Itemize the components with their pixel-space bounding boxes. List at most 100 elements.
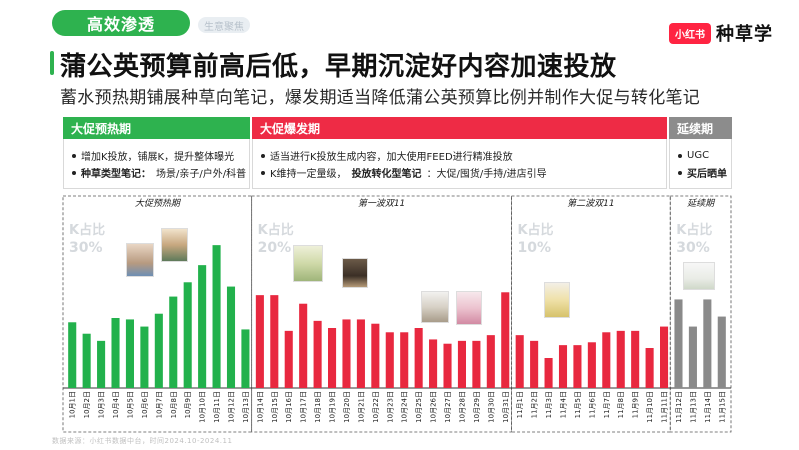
k-share-label: K占比 [517,222,553,238]
note-thumbnail [126,243,154,277]
bar [558,345,568,388]
x-tick-label: 11月13日 [689,391,697,423]
bar [631,330,640,388]
note-thumbnail [342,258,368,288]
x-tick-label: 10月4日 [112,391,120,418]
bar [299,303,308,388]
bar [616,330,625,388]
data-source-note: 数据来源：小红书数据中台，时间2024.10-2024.11 [52,437,233,445]
bar [544,358,553,388]
x-tick-label: 11月8日 [617,391,625,418]
note-thumbnail [161,228,188,262]
bar [111,318,120,388]
bullet: UGC [678,147,723,164]
bullet: 适当进行K投放生成内容，加大使用FEED进行精准投放 [261,147,658,164]
bullet: K维持一定量级， 投放转化型笔记 ：大促/囤货/手持/进店引导 [261,164,658,181]
x-tick-label: 10月14日 [256,391,264,423]
bar [717,316,726,388]
bullet: 增加K投放，铺展K，提升整体曝光 [72,147,241,164]
bar [486,335,495,388]
x-tick-label: 10月8日 [170,391,178,418]
tab-business-focus[interactable]: 生意聚焦 [198,17,250,33]
x-tick-label: 10月2日 [83,391,91,418]
xiaohongshu-logo: 小红书 [669,22,711,44]
k-share-value: 20% [258,240,292,256]
page-title: 蒲公英预算前高后低，早期沉淀好内容加速投放 [60,52,617,82]
bar [270,295,279,388]
bar [645,348,654,388]
bar [472,340,481,388]
segment-title: 延续期 [687,198,716,209]
x-tick-label: 10月22日 [372,391,380,423]
tab-efficient-penetration[interactable]: 高效渗透 [52,10,190,36]
x-tick-label: 10月9日 [184,391,192,418]
x-tick-label: 10月12日 [228,391,236,423]
x-tick-label: 10月1日 [69,391,77,418]
k-share-value: 30% [69,240,103,256]
x-tick-label: 10月31日 [502,391,510,423]
bar [198,265,207,388]
segment-title: 第二波双11 [567,198,614,209]
bar [400,332,409,388]
x-tick-label: 10月13日 [242,391,250,423]
segment-frame [669,195,732,433]
bar [342,319,351,388]
bar [660,326,669,388]
bar [97,340,106,388]
segment-frame [62,195,253,433]
bar [356,319,365,388]
x-tick-label: 10月30日 [487,391,495,423]
x-tick-label: 10月10日 [199,391,207,423]
x-tick-label: 10月26日 [430,391,438,423]
x-tick-label: 10月6日 [141,391,149,418]
x-tick-label: 11月1日 [516,391,524,418]
x-tick-label: 11月14日 [704,391,712,423]
bar [443,343,452,388]
phase-header-continuation: 延续期 [669,117,732,139]
x-tick-label: 10月19日 [329,391,337,423]
bar [154,313,163,388]
bar [68,322,77,388]
x-tick-label: 11月11日 [661,391,669,423]
bullet: 买后晒单 [678,164,727,181]
segment-title: 第一波双11 [358,198,405,209]
x-tick-label: 11月7日 [603,391,611,418]
x-tick-label: 10月18日 [314,391,322,423]
bar [602,332,611,388]
note-thumbnail [293,245,323,282]
bar [212,245,221,388]
bullet: 种草类型笔记： 场景/亲子/户外/科普 [72,164,246,181]
x-tick-label: 11月2日 [531,391,539,418]
x-tick-label: 10月21日 [357,391,365,423]
bar [241,329,250,388]
bar [226,286,236,388]
k-share-label: K占比 [69,222,105,238]
page-subtitle: 蓄水预热期铺展种草向笔记，爆发期适当降低蒲公英预算比例并制作大促与转化笔记 [60,88,701,108]
x-tick-label: 11月15日 [718,391,726,423]
x-tick-label: 11月3日 [545,391,553,418]
title-accent-bar [50,51,54,75]
k-share-value: 30% [676,240,710,256]
bar [573,345,582,388]
bar [371,323,380,388]
x-tick-label: 10月17日 [300,391,308,423]
bar [385,332,394,388]
bar [140,326,149,388]
x-tick-label: 10月11日 [213,391,221,423]
phase-body-burst: 适当进行K投放生成内容，加大使用FEED进行精准投放 K维持一定量级， 投放转化型… [252,139,667,189]
x-tick-label: 10月3日 [98,391,106,418]
x-tick-label: 10月28日 [458,391,466,423]
x-tick-label: 11月5日 [574,391,582,418]
phase-body-preheat: 增加K投放，铺展K，提升整体曝光 种草类型笔记： 场景/亲子/户外/科普 [63,139,250,189]
note-thumbnail [456,291,482,325]
x-tick-label: 10月20日 [343,391,351,423]
bar [125,319,134,388]
x-tick-label: 11月12日 [675,391,683,423]
bar [515,335,524,388]
x-tick-label: 11月4日 [560,391,568,418]
bar [255,295,264,388]
brand: 小红书 种草学 [669,20,773,46]
bar [703,299,712,388]
bar [457,340,466,388]
